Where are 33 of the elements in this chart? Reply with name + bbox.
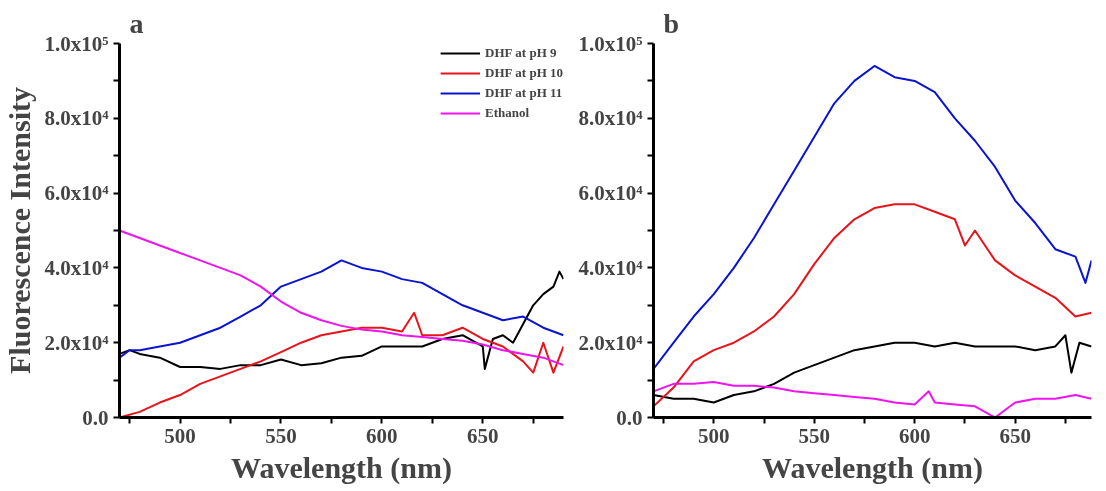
line-series <box>119 259 564 359</box>
x-tick-label: 650 <box>999 423 1031 448</box>
y-tick-label: 4.0x10⁴ <box>44 255 110 280</box>
x-tick-label: 500 <box>164 423 196 448</box>
y-tick-label: 0.0 <box>82 405 109 430</box>
y-tick-label: 8.0x10⁴ <box>578 106 644 131</box>
legend-label: DHF at pH 9 <box>485 45 557 61</box>
x-axis-title: Wavelength (nm) <box>231 450 452 485</box>
x-tick-label: 500 <box>698 423 730 448</box>
y-tick-label: 6.0x10⁴ <box>44 181 110 206</box>
line-series <box>119 229 564 367</box>
y-tick-label: 2.0x10⁴ <box>44 330 110 355</box>
legend-label: DHF at pH 10 <box>485 65 563 81</box>
y-tick-label: 0.0 <box>616 405 643 430</box>
y-tick-label: 6.0x10⁴ <box>578 181 644 206</box>
y-tick-label: 4.0x10⁴ <box>578 255 644 280</box>
legend-label: DHF at pH 11 <box>485 85 563 101</box>
x-tick-label: 550 <box>265 423 297 448</box>
y-axis-title: Fluorescence Intensity <box>3 87 37 374</box>
x-tick-label: 550 <box>798 423 830 448</box>
chart-title: b <box>663 7 680 39</box>
y-tick-label: 1.0x10⁵ <box>578 31 643 56</box>
y-tick-label: 2.0x10⁴ <box>578 330 644 355</box>
x-tick-label: 600 <box>366 423 398 448</box>
legend-label: Ethanol <box>485 105 530 121</box>
x-tick-label: 600 <box>898 423 931 448</box>
line-series <box>653 64 1092 370</box>
x-tick-label: 650 <box>467 423 499 448</box>
x-axis-title: Wavelength (nm) <box>762 450 983 485</box>
y-tick-label: 1.0x10⁵ <box>44 31 109 56</box>
line-series <box>653 203 1092 408</box>
y-tick-label: 8.0x10⁴ <box>44 106 110 131</box>
chart-title: a <box>129 7 144 39</box>
